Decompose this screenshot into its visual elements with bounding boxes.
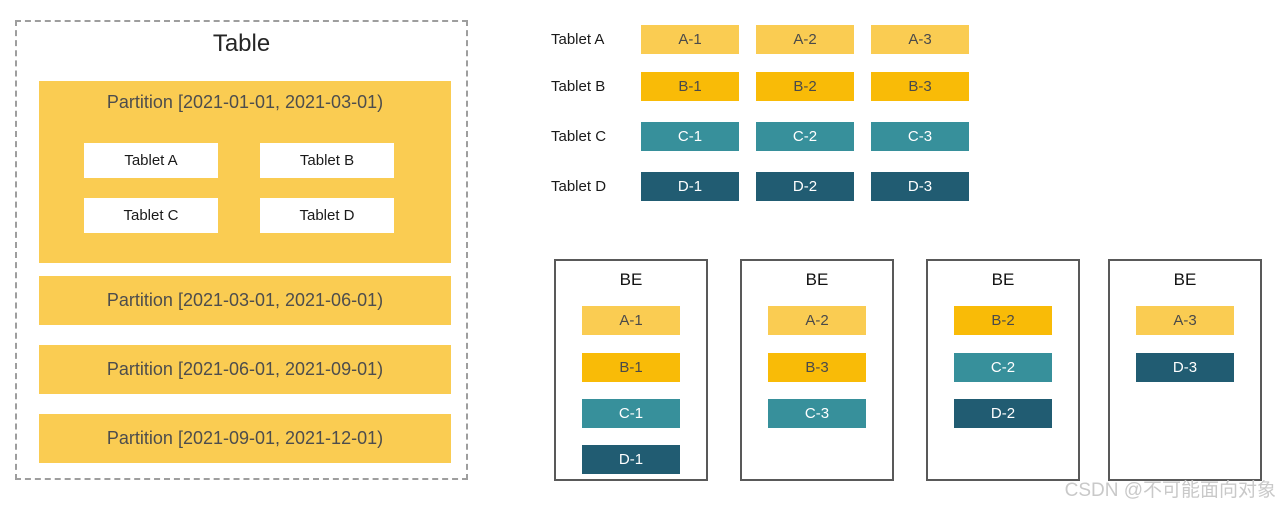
be2-replica-b3: B-3 (768, 353, 866, 382)
tablet-row-a: Tablet A A-1 A-2 A-3 (551, 25, 986, 54)
replica-chip-b1: B-1 (641, 72, 739, 101)
tablet-row-b: Tablet B B-1 B-2 B-3 (551, 72, 986, 101)
be1-replica-d1: D-1 (582, 445, 680, 474)
replica-chip-c1: C-1 (641, 122, 739, 151)
be-node-1: BE A-1 B-1 C-1 D-1 (554, 259, 708, 481)
partition-box-4: Partition [2021-09-01, 2021-12-01) (39, 414, 451, 463)
tablet-row-d: Tablet D D-1 D-2 D-3 (551, 172, 986, 201)
partition-label-3: Partition [2021-06-01, 2021-09-01) (106, 359, 384, 379)
partition-label-4: Partition [2021-09-01, 2021-12-01) (106, 428, 384, 448)
partition-label-1: Partition [2021-01-01, 2021-03-01) (106, 92, 384, 112)
be-node-2-title: BE (805, 270, 829, 289)
be1-replica-c1: C-1 (582, 399, 680, 428)
table-panel: Table Partition [2021-01-01, 2021-03-01)… (15, 20, 468, 480)
be-node-2: BE A-2 B-3 C-3 (740, 259, 894, 481)
be3-replica-d2: D-2 (954, 399, 1052, 428)
tablet-row-b-label: Tablet B (551, 78, 606, 95)
partition-label-2: Partition [2021-03-01, 2021-06-01) (106, 290, 384, 310)
tablet-row-a-label: Tablet A (551, 31, 605, 48)
partition-box-2: Partition [2021-03-01, 2021-06-01) (39, 276, 451, 325)
tablet-replica-matrix: Tablet A A-1 A-2 A-3 Tablet B B-1 B-2 B-… (551, 25, 981, 205)
replica-chip-a2: A-2 (756, 25, 854, 54)
be3-replica-b2: B-2 (954, 306, 1052, 335)
replica-chip-a3: A-3 (871, 25, 969, 54)
be-node-1-title: BE (619, 270, 643, 289)
be4-replica-d3: D-3 (1136, 353, 1234, 382)
table-title: Table (212, 30, 271, 57)
watermark: CSDN @不可能面向对象 (1064, 480, 1276, 501)
replica-chip-d3: D-3 (871, 172, 969, 201)
tablet-grid: Tablet A Tablet B Tablet C Tablet D (84, 143, 394, 233)
tablet-row-c-label: Tablet C (551, 128, 607, 145)
replica-chip-d1: D-1 (641, 172, 739, 201)
replica-chip-d2: D-2 (756, 172, 854, 201)
partition-box-3: Partition [2021-06-01, 2021-09-01) (39, 345, 451, 394)
be3-replica-c2: C-2 (954, 353, 1052, 382)
tablet-box-a: Tablet A (84, 143, 218, 178)
replica-chip-a1: A-1 (641, 25, 739, 54)
replica-chip-c3: C-3 (871, 122, 969, 151)
be4-replica-a3: A-3 (1136, 306, 1234, 335)
be1-replica-b1: B-1 (582, 353, 680, 382)
tablet-box-d: Tablet D (260, 198, 394, 233)
replica-chip-b2: B-2 (756, 72, 854, 101)
be-node-3-title: BE (991, 270, 1015, 289)
tablet-box-b: Tablet B (260, 143, 394, 178)
be2-replica-a2: A-2 (768, 306, 866, 335)
replica-chip-b3: B-3 (871, 72, 969, 101)
tablet-row-d-label: Tablet D (551, 178, 607, 195)
be-node-3: BE B-2 C-2 D-2 (926, 259, 1080, 481)
be-node-4: BE A-3 D-3 (1108, 259, 1262, 481)
tablet-row-c: Tablet C C-1 C-2 C-3 (551, 122, 986, 151)
partition-box-1: Partition [2021-01-01, 2021-03-01) Table… (39, 81, 451, 263)
be-node-4-title: BE (1173, 270, 1197, 289)
replica-chip-c2: C-2 (756, 122, 854, 151)
be1-replica-a1: A-1 (582, 306, 680, 335)
be2-replica-c3: C-3 (768, 399, 866, 428)
tablet-box-c: Tablet C (84, 198, 218, 233)
